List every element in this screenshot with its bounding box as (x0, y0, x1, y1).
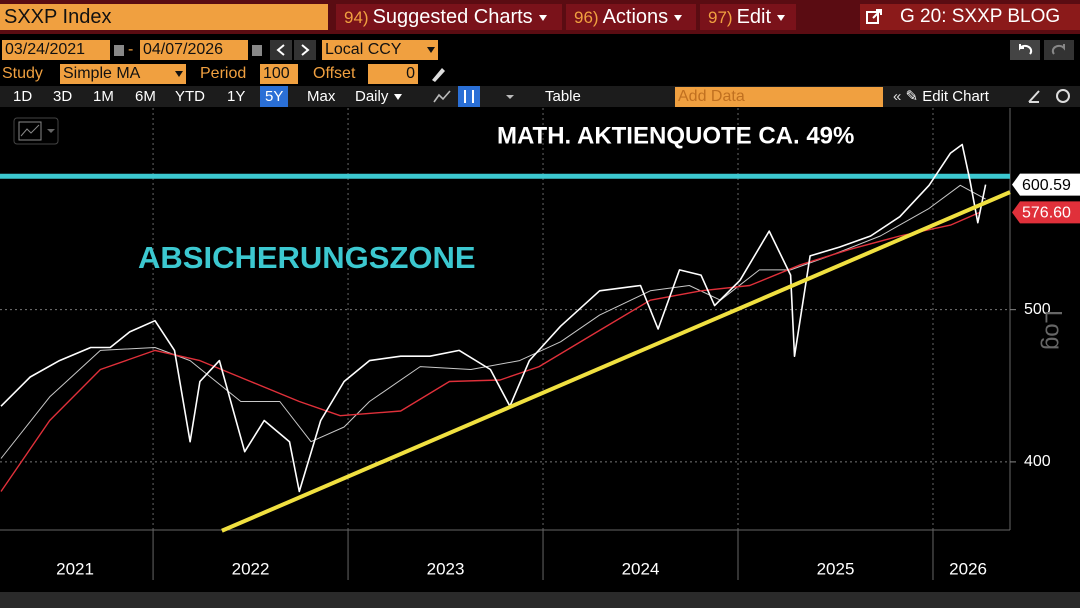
chart-icon (18, 121, 42, 141)
currency-label: Local CCY (325, 41, 402, 58)
period-button[interactable]: 5Y (260, 86, 289, 107)
menu-button[interactable]: 94) Suggested Charts (336, 4, 562, 30)
period-button[interactable]: 1D (13, 88, 33, 105)
security-input[interactable]: SXXP Index (0, 4, 328, 30)
period-button[interactable]: Max (307, 88, 336, 105)
period-button[interactable]: 1Y (227, 88, 246, 105)
x-tick-label: 2023 (427, 559, 465, 578)
date-separator: - (128, 41, 134, 58)
x-tick-label: 2022 (232, 559, 270, 578)
calendar-icon[interactable] (250, 42, 264, 58)
chart-type-icons[interactable] (430, 86, 520, 107)
frequency-label: Daily (355, 88, 389, 105)
x-tick-label: 2021 (56, 559, 94, 578)
period-label: Period (200, 65, 247, 82)
calendar-icon[interactable] (112, 42, 126, 58)
dropdown-arrow (394, 94, 403, 101)
period-button[interactable]: 3D (53, 88, 73, 105)
period-button[interactable]: 1M (93, 88, 114, 105)
chart-type-menu[interactable] (13, 117, 59, 145)
menu-label: Actions (602, 6, 669, 28)
frequency-select[interactable]: Daily (350, 86, 407, 107)
menu-button[interactable]: 97) Edit (700, 4, 796, 30)
nav-arrows[interactable] (270, 40, 318, 60)
study-label: Study (2, 65, 43, 82)
x-tick-label: 2024 (622, 559, 660, 578)
series-line (0, 184, 986, 459)
y-tick-label: 500 (1024, 301, 1051, 318)
trend-line (221, 190, 1011, 533)
end-date-input[interactable]: 04/07/2026 (140, 40, 248, 60)
edit-chart-label: Edit Chart (922, 88, 989, 105)
period-button[interactable]: YTD (175, 88, 205, 105)
blog-button[interactable]: G 20: SXXP BLOG (860, 4, 1080, 30)
offset-input[interactable]: 0 (368, 64, 418, 84)
currency-select[interactable]: Local CCY (322, 40, 438, 60)
dropdown-arrow (777, 14, 786, 21)
chart-icon (20, 124, 40, 137)
menu-number: 97) (708, 8, 733, 27)
dropdown-arrow (427, 47, 435, 53)
period-input[interactable]: 100 (260, 64, 298, 84)
annotation: ABSICHERUNGSZONE (138, 240, 476, 275)
menu-label: Edit (736, 6, 772, 28)
offset-label: Offset (313, 65, 356, 82)
table-button[interactable]: Table (545, 88, 581, 105)
study-type: Simple MA (63, 65, 141, 82)
dropdown-arrow (674, 14, 683, 21)
y-axis-label: Log (1040, 310, 1067, 350)
price-tag (1012, 173, 1080, 196)
price-tag (1012, 201, 1080, 224)
x-tick-label: 2025 (817, 559, 855, 578)
menu-button[interactable]: 96) Actions (566, 4, 696, 30)
pencil-icon[interactable] (428, 64, 448, 84)
x-tick-label: 2026 (949, 559, 987, 578)
annotation: MATH. AKTIENQUOTE CA. 49% (497, 122, 854, 149)
menu-number: 94) (344, 8, 369, 27)
y-tick-label: 400 (1024, 453, 1051, 470)
start-date-input[interactable]: 03/24/2021 (2, 40, 110, 60)
menu-number: 96) (574, 8, 599, 27)
dropdown-arrow (538, 14, 547, 21)
undo-redo[interactable] (1010, 40, 1080, 60)
add-data-input[interactable]: Add Data (675, 87, 883, 107)
menu-label: Suggested Charts (372, 6, 533, 28)
series-line (0, 143, 987, 493)
chart-tool-icons[interactable] (1025, 86, 1080, 107)
period-button[interactable]: 6M (135, 88, 156, 105)
dropdown-arrow (47, 129, 55, 133)
edit-chart-button[interactable]: « ✎ Edit Chart (893, 88, 989, 105)
study-select[interactable]: Simple MA (60, 64, 186, 84)
external-icon (866, 9, 882, 24)
series-line (0, 211, 981, 492)
status-bar (0, 592, 1080, 608)
price-tag-label: 576.60 (1022, 205, 1071, 222)
dropdown-arrow (175, 71, 183, 77)
price-tag-label: 600.59 (1022, 177, 1071, 194)
